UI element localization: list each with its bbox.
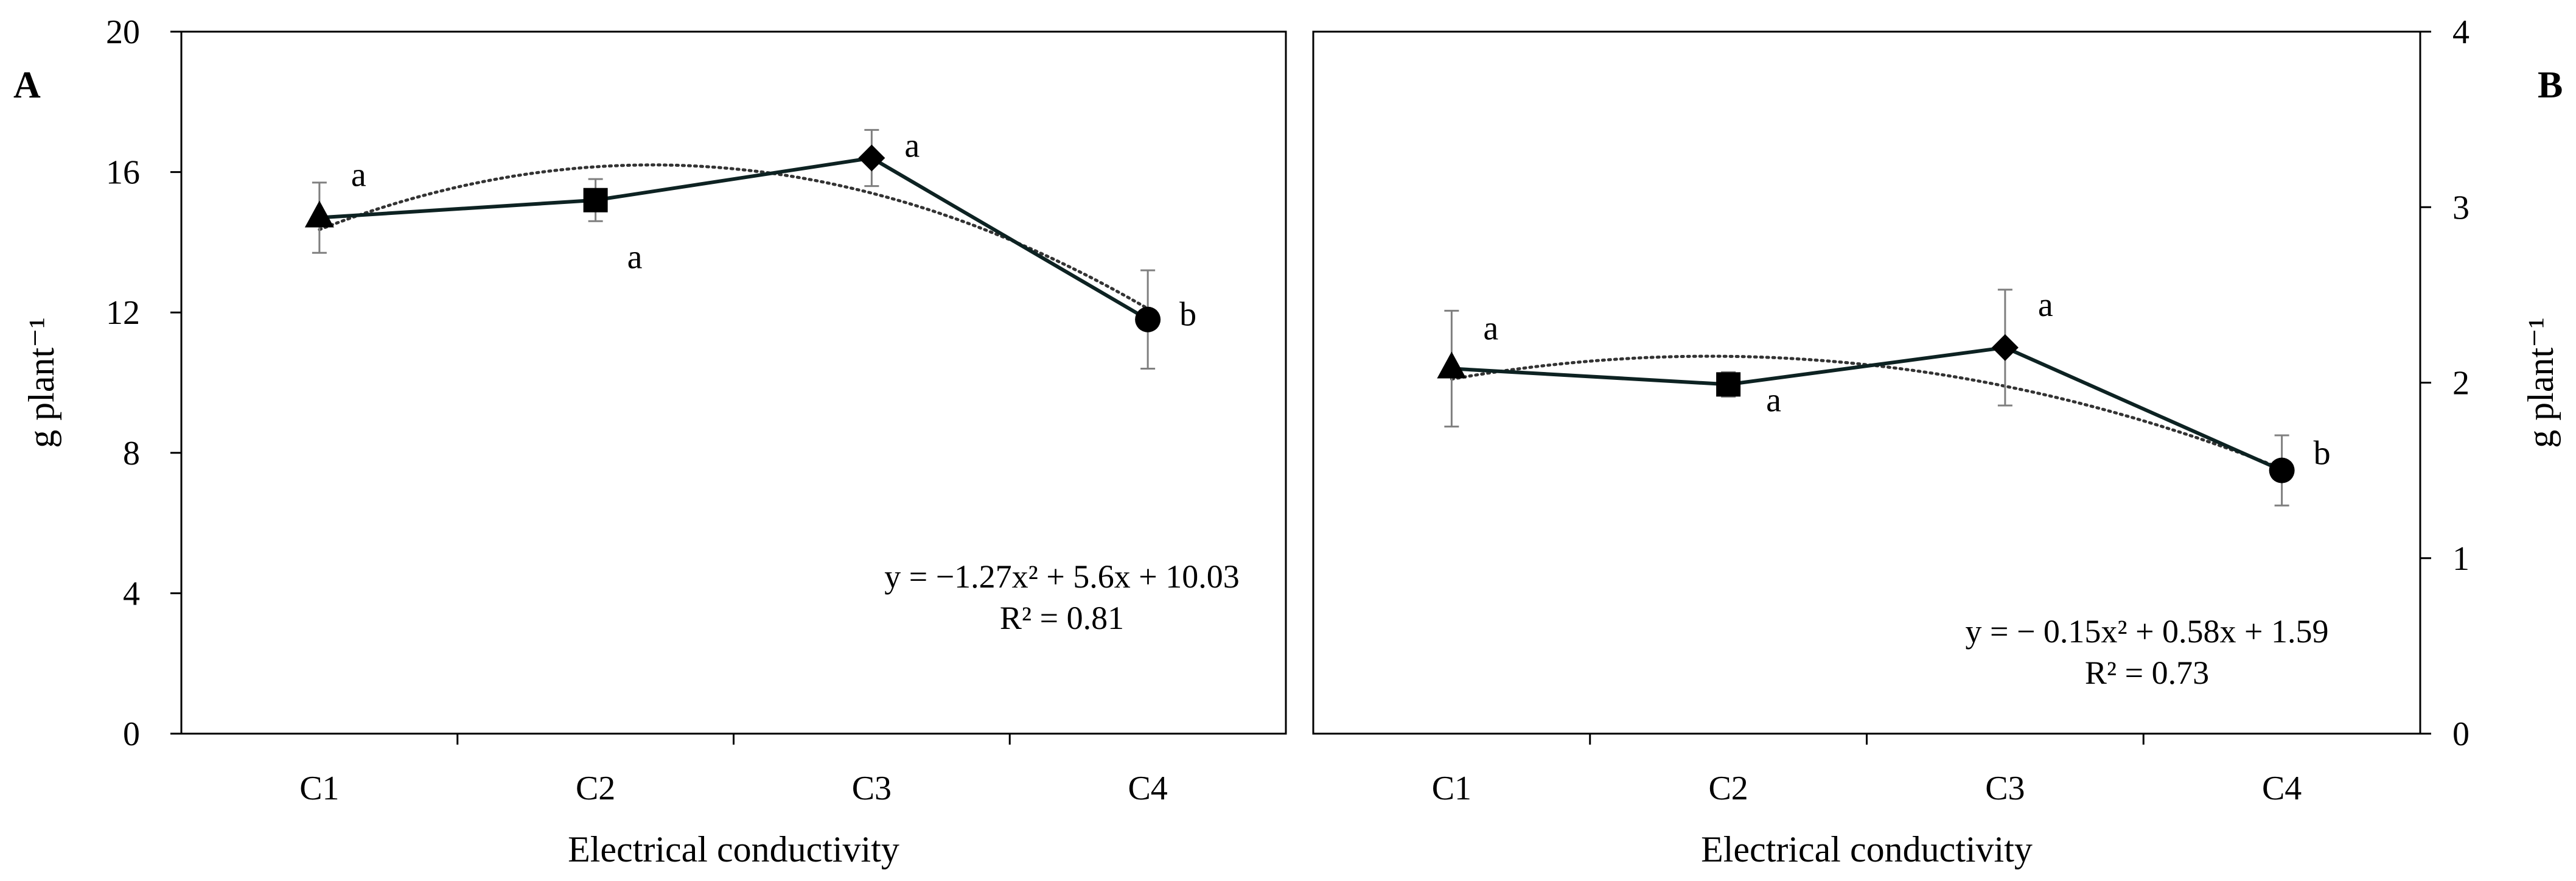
y-tick-label: 2 bbox=[2452, 365, 2470, 402]
data-point-circle bbox=[1135, 306, 1161, 332]
y-tick-label: 8 bbox=[123, 435, 140, 472]
y-tick-label: 4 bbox=[2452, 13, 2470, 51]
y-tick-label: 12 bbox=[106, 294, 140, 332]
data-point-diamond bbox=[858, 144, 885, 172]
chart-panel-a: C1 C2 C3 C4 0 4 8 12 16 20 Electrical conductivity… bbox=[13, 13, 1287, 869]
trendline bbox=[318, 163, 1150, 311]
y-tick-label: 0 bbox=[2452, 715, 2470, 753]
y-axis-title: g plant⁻¹ bbox=[21, 317, 61, 448]
regression-equation: y = − 0.15x² + 0.58x + 1.59 bbox=[1965, 613, 2328, 650]
significance-letter: a bbox=[351, 156, 366, 194]
x-tick-label: C2 bbox=[576, 770, 615, 807]
y-tick-label: 1 bbox=[2452, 540, 2470, 578]
x-tick-label: C1 bbox=[1432, 770, 1471, 807]
significance-letter: b bbox=[2314, 435, 2331, 472]
x-tick-label: C4 bbox=[1128, 770, 1167, 807]
significance-letter: a bbox=[1766, 381, 1781, 419]
panel-letter: A bbox=[13, 65, 41, 106]
y-tick-label: 4 bbox=[123, 575, 140, 612]
significance-letter: a bbox=[2038, 286, 2053, 324]
trendline bbox=[1450, 354, 2284, 471]
r-squared: R² = 0.81 bbox=[1000, 600, 1124, 636]
y-tick-label: 20 bbox=[106, 13, 140, 51]
data-point-square bbox=[1716, 372, 1741, 397]
significance-letter: a bbox=[904, 127, 920, 165]
y-tick-label: 16 bbox=[106, 154, 140, 192]
panel-letter: B bbox=[2538, 65, 2563, 106]
data-point-triangle bbox=[1437, 351, 1467, 379]
significance-letter: a bbox=[1483, 309, 1498, 347]
chart-panel-b: C1 C2 C3 C4 0 1 2 3 4 Electrical conductivity g pl… bbox=[1312, 13, 2563, 869]
data-point-circle bbox=[2269, 457, 2295, 483]
x-tick-label: C1 bbox=[299, 770, 339, 807]
x-tick-label: C2 bbox=[1708, 770, 1748, 807]
y-tick-label: 0 bbox=[123, 715, 140, 753]
significance-letter: b bbox=[1179, 296, 1196, 334]
r-squared: R² = 0.73 bbox=[2085, 655, 2209, 691]
x-tick-label: C3 bbox=[1985, 770, 2025, 807]
x-tick-label: C4 bbox=[2262, 770, 2302, 807]
x-tick-label: C3 bbox=[852, 770, 892, 807]
significance-letter: a bbox=[627, 239, 643, 276]
x-axis-title: Electrical conductivity bbox=[568, 829, 899, 869]
y-axis-title: g plant⁻¹ bbox=[2521, 317, 2561, 448]
data-point-diamond bbox=[1991, 334, 2019, 361]
data-line bbox=[319, 156, 1149, 321]
regression-equation: y = −1.27x² + 5.6x + 10.03 bbox=[884, 558, 1240, 595]
x-axis-title: Electrical conductivity bbox=[1701, 829, 2033, 869]
y-tick-label: 3 bbox=[2452, 189, 2470, 226]
data-line bbox=[1451, 345, 2283, 472]
data-point-triangle bbox=[304, 200, 334, 228]
data-point-square bbox=[583, 188, 608, 212]
